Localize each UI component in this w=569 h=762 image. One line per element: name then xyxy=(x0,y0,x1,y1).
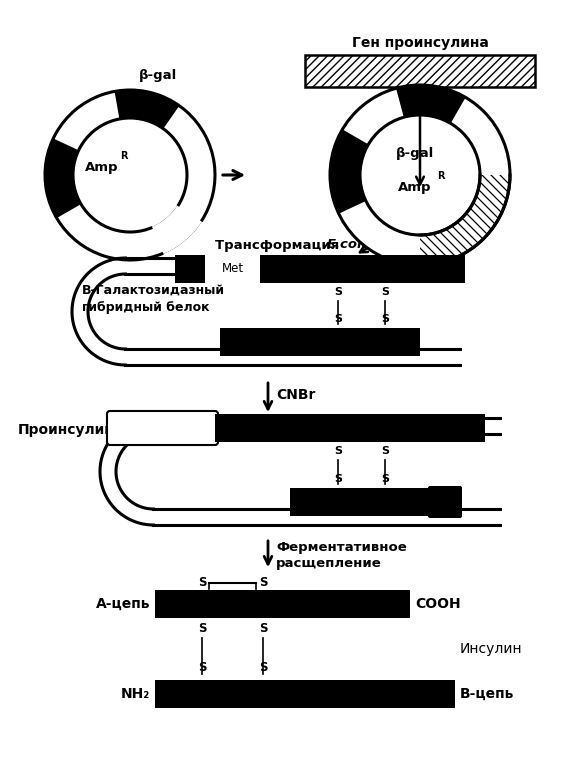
Polygon shape xyxy=(330,85,510,265)
Polygon shape xyxy=(45,139,81,217)
Bar xyxy=(305,55,535,87)
FancyBboxPatch shape xyxy=(428,486,462,518)
Text: β-gal: β-gal xyxy=(396,146,434,159)
Text: S: S xyxy=(259,622,267,635)
Polygon shape xyxy=(45,90,215,260)
Bar xyxy=(215,414,485,442)
Text: S: S xyxy=(198,661,206,674)
Bar xyxy=(155,590,410,618)
Text: А-цепь: А-цепь xyxy=(96,597,150,611)
Text: S: S xyxy=(259,576,267,589)
PathPatch shape xyxy=(420,175,510,265)
Text: NH₂: NH₂ xyxy=(121,687,150,701)
Text: S: S xyxy=(198,576,206,589)
Text: S: S xyxy=(198,622,206,635)
Text: В-Галактозидазный: В-Галактозидазный xyxy=(82,283,225,296)
Bar xyxy=(220,328,420,356)
Text: S: S xyxy=(381,446,389,456)
Text: S: S xyxy=(334,287,342,297)
Polygon shape xyxy=(397,85,465,123)
Text: S: S xyxy=(381,314,389,324)
Text: В-цепь: В-цепь xyxy=(460,687,514,701)
Text: COOH: COOH xyxy=(415,597,461,611)
Text: R: R xyxy=(120,151,127,161)
Text: Инсулин: Инсулин xyxy=(460,642,522,656)
Text: Ферментативное: Ферментативное xyxy=(276,542,407,555)
Text: β-gal: β-gal xyxy=(139,69,177,82)
Text: Met: Met xyxy=(221,262,244,276)
Bar xyxy=(155,680,455,708)
FancyBboxPatch shape xyxy=(107,411,218,445)
Polygon shape xyxy=(330,85,510,265)
Text: Ген проинсулина: Ген проинсулина xyxy=(352,36,488,50)
Text: Amp: Amp xyxy=(85,161,119,174)
Text: CNBr: CNBr xyxy=(276,388,315,402)
Text: E.coli: E.coli xyxy=(327,239,367,251)
Text: гибридный белок: гибридный белок xyxy=(82,302,209,315)
Text: S: S xyxy=(381,287,389,297)
Text: Трансформация: Трансформация xyxy=(215,239,344,251)
Text: S: S xyxy=(259,661,267,674)
Text: S: S xyxy=(334,446,342,456)
Bar xyxy=(305,55,535,87)
Polygon shape xyxy=(330,130,368,213)
Text: R: R xyxy=(437,171,444,181)
Bar xyxy=(290,488,460,516)
Circle shape xyxy=(328,83,512,267)
Text: расщепление: расщепление xyxy=(276,556,382,569)
Text: S: S xyxy=(381,474,389,484)
Polygon shape xyxy=(75,120,185,230)
Bar xyxy=(205,255,260,283)
Text: Amp: Amp xyxy=(398,181,432,194)
Polygon shape xyxy=(45,90,215,260)
Bar xyxy=(175,255,465,283)
Polygon shape xyxy=(116,90,179,128)
Text: Проинсулин: Проинсулин xyxy=(18,423,115,437)
Text: S: S xyxy=(334,474,342,484)
Text: COOH: COOH xyxy=(405,270,451,284)
Text: S: S xyxy=(334,314,342,324)
Polygon shape xyxy=(45,90,215,260)
